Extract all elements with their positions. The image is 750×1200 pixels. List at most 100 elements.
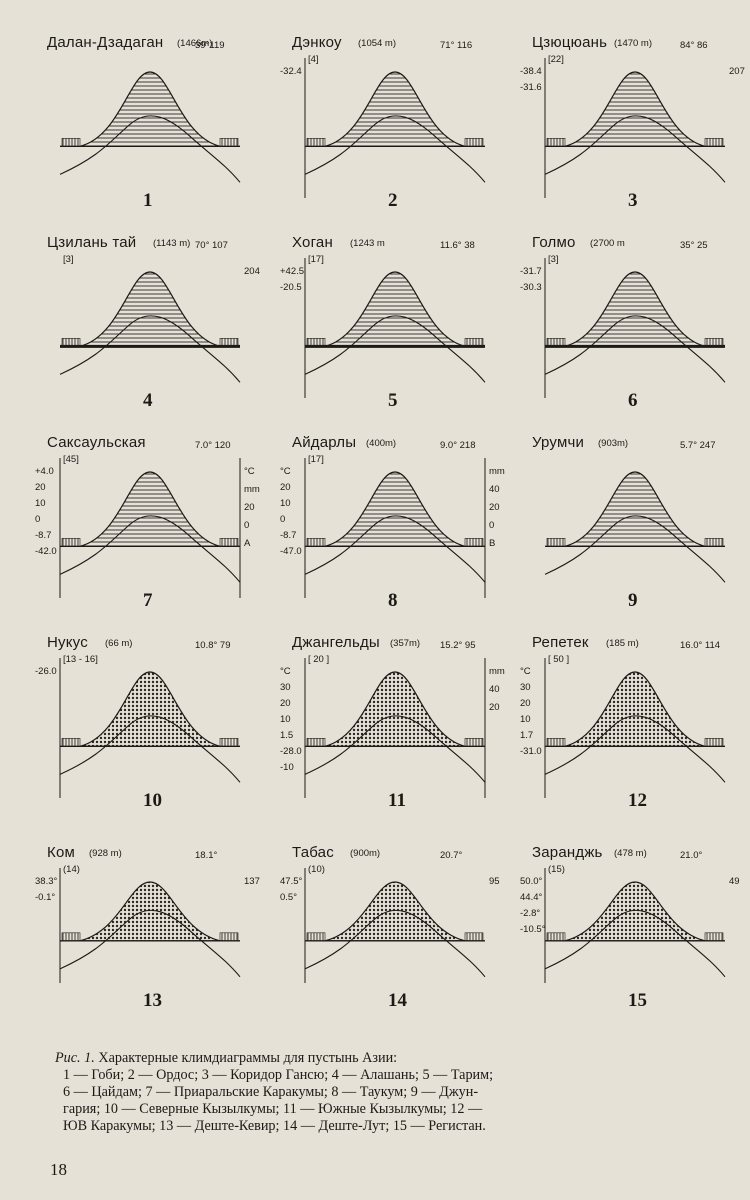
dry-season-mark — [546, 138, 566, 147]
axis-label: A — [244, 538, 251, 549]
dry-season-mark — [219, 738, 239, 747]
dry-season-mark — [704, 338, 724, 347]
scale-label: -8.7 — [280, 530, 297, 541]
scale-label: °C — [520, 666, 531, 677]
observation-years: (14) — [63, 864, 80, 875]
scale-label: 1.5 — [280, 730, 294, 741]
scale-label: 10 — [35, 498, 46, 509]
climate-diagram-graphic — [544, 258, 726, 398]
diagram-number: 8 — [388, 590, 398, 611]
scale-label: 20 — [35, 482, 46, 493]
climate-diagram-8: Айдарлы (400m) 9.0° 218 [17] °C 20 10 0 -8.7 -47.… — [280, 434, 530, 645]
scale-label: 20 — [280, 698, 291, 709]
climate-diagram-graphic — [59, 71, 241, 183]
scale-label: 0 — [280, 514, 286, 525]
scale-label: -0.1° — [35, 892, 56, 903]
scale-label: 20 — [520, 698, 531, 709]
scale-label: 47.5° — [280, 876, 303, 887]
caption-line: гария; 10 — Северные Кызылкумы; 11 — Южн… — [63, 1101, 483, 1117]
observation-years: (10) — [308, 864, 325, 875]
axis-label: 204 — [244, 266, 260, 277]
scale-label: 0.5° — [280, 892, 298, 903]
dry-season-mark — [306, 538, 326, 547]
scale-label: -2.8° — [520, 908, 541, 919]
station-annual-values: 10.8° 79 — [195, 640, 231, 651]
scale-label: +42.5 — [280, 266, 305, 277]
climate-diagram-7: Саксаульская 7.0° 120 [45] +4.0 20 10 0 -8.7 -42… — [35, 434, 285, 645]
climate-diagram-15: Заранджь (478 m) 21.0° (15) 50.0° 44.4° -2.8° -… — [520, 840, 750, 1045]
dry-season-mark — [464, 932, 484, 942]
station-altitude: (1054 m) — [358, 38, 397, 49]
temperature-curve — [59, 909, 241, 978]
observation-years: [17] — [308, 454, 324, 465]
scale-label: °C — [280, 466, 291, 477]
climate-diagram-graphic — [544, 471, 726, 583]
diagram-number: 5 — [388, 390, 398, 411]
axis-label: 95 — [489, 876, 500, 887]
climate-diagram-11: Джангельды (357m) 15.2° 95 [ 20 ] °C 30 20 10 1.… — [280, 634, 530, 845]
dry-season-mark — [306, 338, 326, 347]
diagram-number: 3 — [628, 190, 638, 211]
scale-label: 38.3° — [35, 876, 58, 887]
climate-diagram-12: Репетек (185 m) 16.0° 114 [ 50 ] °C 30 20 10 1.7… — [520, 634, 750, 845]
axis-label: 40 — [489, 684, 500, 695]
temperature-curve — [544, 909, 726, 978]
station-altitude: (66 m) — [105, 638, 133, 649]
station-altitude: (478 m) — [614, 848, 647, 859]
temperature-curve — [544, 515, 726, 583]
station-annual-values: 84° 86 — [680, 40, 708, 51]
climate-diagram-10: Нукус (66 m) 10.8° 79 [13 - 16] -26.0 10 — [35, 634, 285, 845]
observation-years: [13 - 16] — [63, 654, 98, 665]
temperature-curve — [304, 315, 486, 383]
dry-season-mark — [61, 138, 81, 147]
observation-years: [45] — [63, 454, 79, 465]
scale-label: 30 — [520, 682, 531, 693]
station-altitude: (1243 m — [350, 238, 385, 249]
station-altitude: (357m) — [390, 638, 421, 649]
diagram-number: 1 — [143, 190, 153, 211]
precipitation-area — [564, 881, 706, 942]
station-annual-values: 11.6° 38 — [440, 240, 475, 251]
scale-label: -28.0 — [280, 746, 302, 757]
caption-title-text: Характерные климдиаграммы для пустынь Аз… — [98, 1050, 398, 1066]
caption-line: 1 — Гоби; 2 — Ордос; 3 — Коридор Ганcю; … — [63, 1067, 494, 1083]
diagram-number: 9 — [628, 590, 638, 611]
axis-label: 20 — [489, 702, 500, 713]
axis-label: 0 — [489, 520, 495, 531]
temperature-curve — [59, 515, 241, 583]
station-name: Далан-Дзадаган — [47, 34, 164, 51]
station-annual-values: 70° 107 — [195, 240, 228, 251]
scale-label: -8.7 — [35, 530, 52, 541]
temperature-curve — [304, 515, 486, 583]
caption-line: ЮВ Каракумы; 13 — Деште-Кевир; 14 — Дешт… — [63, 1118, 486, 1134]
station-altitude: (1143 m) — [153, 238, 191, 249]
precipitation-area — [564, 471, 706, 547]
page-number: 18 — [50, 1160, 67, 1179]
station-name: Джангельды — [292, 634, 380, 651]
station-annual-values: 71° 116 — [440, 40, 473, 51]
scale-label: 10 — [520, 714, 531, 725]
scale-label: 10 — [280, 498, 291, 509]
station-name: Ком — [47, 844, 75, 861]
dry-season-mark — [219, 932, 239, 942]
station-name: Дэнкоу — [292, 34, 342, 51]
climate-diagram-graphic — [59, 868, 241, 983]
station-altitude: (1466m) — [177, 38, 213, 49]
climate-diagram-4: Цзилань тай (1143 m) 70° 107 [3] 204 4 — [35, 234, 285, 445]
climate-diagram-graphic — [544, 868, 726, 983]
observation-years: (15) — [548, 864, 565, 875]
precipitation-area — [324, 71, 466, 147]
scale-label: -20.5 — [280, 282, 302, 293]
climate-diagram-2: Дэнкоу (1054 m) 71° 116 [4] -32.4 2 — [280, 34, 530, 245]
station-name: Табас — [292, 844, 334, 861]
station-altitude: (2700 m — [590, 238, 625, 249]
dry-season-mark — [61, 738, 81, 747]
observation-years: [3] — [63, 254, 74, 265]
station-annual-values: 39°119 — [195, 40, 225, 51]
dry-season-mark — [219, 538, 239, 547]
station-name: Цзюцюань — [532, 34, 608, 51]
diagram-number: 11 — [388, 790, 406, 811]
station-altitude: (400m) — [366, 438, 397, 449]
precipitation-area — [324, 881, 466, 942]
station-name: Заранджь — [532, 844, 603, 861]
